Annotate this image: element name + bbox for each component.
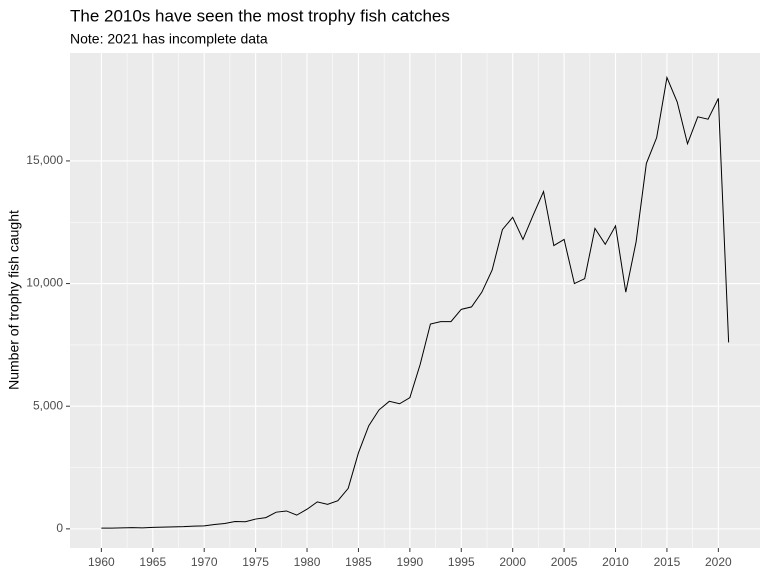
y-tick-label: 0 (56, 521, 63, 535)
y-axis-label: Number of trophy fish caught (6, 210, 22, 390)
y-tick-label: 5,000 (33, 398, 63, 412)
plot-panel (70, 53, 760, 548)
x-tick-label: 1995 (448, 555, 475, 569)
x-tick-label: 2015 (654, 555, 681, 569)
data-line (101, 75, 730, 529)
chart-subtitle: Note: 2021 has incomplete data (70, 31, 268, 47)
x-tick-label: 1960 (88, 555, 115, 569)
x-tick-label: 1990 (397, 555, 424, 569)
x-tick-label: 1975 (242, 555, 269, 569)
y-tick-label: 15,000 (26, 153, 63, 167)
x-tick-label: 2005 (551, 555, 578, 569)
x-tick-label: 2020 (705, 555, 732, 569)
x-tick-label: 1965 (139, 555, 166, 569)
x-tick-label: 1980 (294, 555, 321, 569)
chart-title: The 2010s have seen the most trophy fish… (70, 6, 450, 25)
y-tick-label: 10,000 (26, 276, 63, 290)
x-tick-label: 2000 (499, 555, 526, 569)
x-tick-label: 2010 (602, 555, 629, 569)
x-tick-label: 1970 (191, 555, 218, 569)
x-tick-label: 1985 (345, 555, 372, 569)
